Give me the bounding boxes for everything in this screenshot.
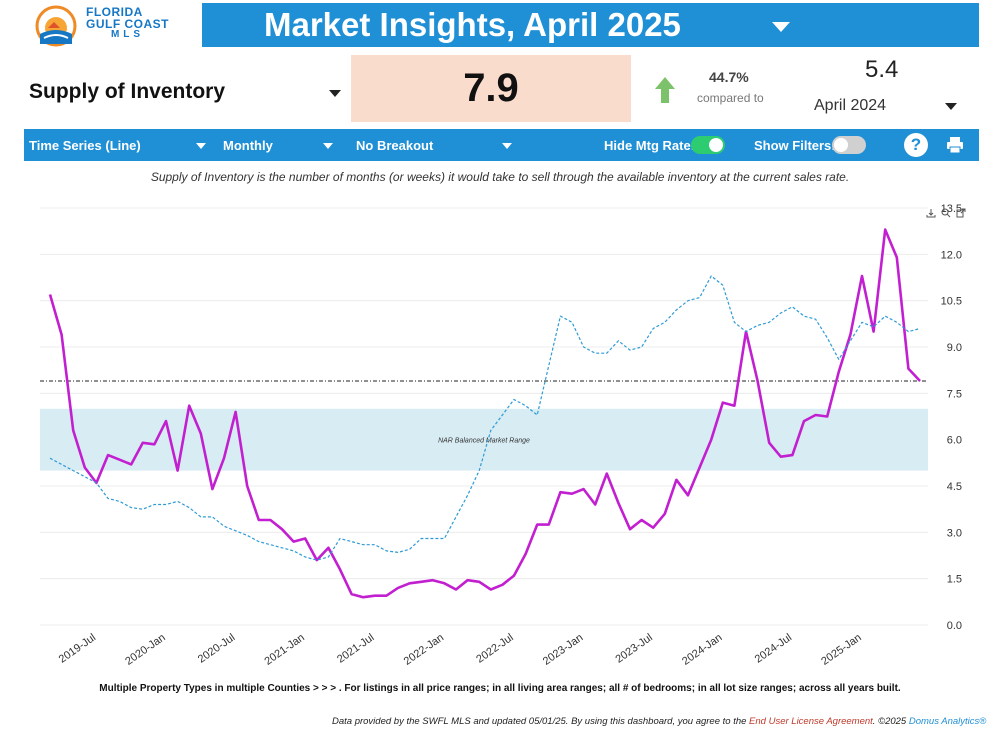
brand-logo: FLORIDA GULF COAST MLS bbox=[30, 4, 200, 48]
comparison-period-select[interactable]: April 2024 bbox=[814, 97, 957, 115]
chevron-down-icon bbox=[502, 143, 512, 149]
interval-label: Monthly bbox=[223, 138, 273, 153]
compared-to-label: compared to bbox=[697, 91, 764, 105]
metric-selector[interactable]: Supply of Inventory bbox=[29, 80, 347, 108]
y-tick-label: 7.5 bbox=[947, 388, 962, 400]
x-tick-label: 2022-Jan bbox=[402, 632, 446, 668]
title-bar: Market Insights, April 2025 bbox=[202, 3, 979, 47]
metric-label: Supply of Inventory bbox=[29, 80, 226, 103]
license-agreement-link[interactable]: End User License Agreement bbox=[749, 716, 873, 727]
zoom-icon[interactable] bbox=[941, 208, 951, 218]
x-tick-label: 2021-Jul bbox=[335, 632, 376, 666]
change-percent: 44.7% bbox=[709, 69, 749, 85]
y-tick-label: 9.0 bbox=[947, 342, 962, 354]
footer: Data provided by the SWFL MLS and update… bbox=[332, 716, 986, 727]
metric-description: Supply of Inventory is the number of mon… bbox=[150, 170, 850, 184]
x-tick-label: 2023-Jan bbox=[541, 632, 585, 668]
balanced-market-band-label: NAR Balanced Market Range bbox=[438, 438, 530, 445]
copyright-text: . ©2025 bbox=[872, 716, 909, 727]
comparison-period-label: April 2024 bbox=[814, 97, 887, 114]
x-tick-label: 2024-Jan bbox=[680, 632, 724, 668]
supply-of-inventory-chart: NAR Balanced Market Range 0.0 1.5 3.0 4.5 6.… bbox=[40, 203, 966, 668]
domus-analytics-link[interactable]: Domus Analytics® bbox=[908, 716, 987, 727]
y-tick-label: 1.5 bbox=[947, 574, 962, 586]
chart-type-select[interactable]: Time Series (Line) bbox=[29, 138, 206, 153]
chevron-down-icon bbox=[196, 143, 206, 149]
export-icon[interactable] bbox=[956, 208, 966, 218]
footer-text: Data provided by the SWFL MLS and update… bbox=[332, 716, 750, 727]
chevron-down-icon bbox=[945, 103, 957, 110]
hide-mtg-rate-toggle[interactable] bbox=[691, 136, 725, 154]
y-tick-label: 0.0 bbox=[947, 620, 962, 632]
x-tick-label: 2019-Jul bbox=[57, 632, 98, 666]
y-tick-label: 6.0 bbox=[947, 435, 962, 447]
breakout-select[interactable]: No Breakout bbox=[356, 138, 512, 153]
y-tick-label: 10.5 bbox=[941, 296, 962, 308]
show-filters-label: Show Filters: bbox=[754, 138, 836, 153]
x-tick-label: 2023-Jul bbox=[613, 632, 654, 666]
chevron-down-icon bbox=[323, 143, 333, 149]
previous-value: 5.4 bbox=[865, 56, 899, 83]
filters-footnote: Multiple Property Types in multiple Coun… bbox=[99, 683, 901, 694]
x-tick-label: 2025-Jan bbox=[819, 632, 863, 668]
metric-value: 7.9 bbox=[463, 66, 519, 110]
interval-select[interactable]: Monthly bbox=[223, 138, 333, 153]
page-title: Market Insights, April 2025 bbox=[264, 6, 681, 43]
logo-emblem-icon bbox=[35, 5, 77, 47]
breakout-label: No Breakout bbox=[356, 138, 434, 153]
show-filters-toggle[interactable] bbox=[832, 136, 866, 154]
y-tick-label: 3.0 bbox=[947, 527, 962, 539]
chart-toolbar: Time Series (Line) Monthly No Breakout H… bbox=[24, 129, 979, 161]
mortgage-rate-series-line bbox=[49, 275, 921, 561]
arrow-up-icon bbox=[655, 77, 675, 103]
question-circle-icon[interactable]: ? bbox=[904, 133, 928, 157]
printer-icon[interactable] bbox=[946, 136, 964, 154]
hide-mtg-rate-label: Hide Mtg Rate: bbox=[604, 138, 695, 153]
x-tick-label: 2020-Jan bbox=[123, 632, 167, 668]
y-tick-label: 12.0 bbox=[941, 249, 962, 261]
download-icon[interactable] bbox=[926, 209, 936, 218]
x-tick-label: 2022-Jul bbox=[474, 632, 515, 666]
x-tick-label: 2020-Jul bbox=[196, 632, 237, 666]
toggle-knob bbox=[834, 138, 848, 152]
metric-value-box: 7.9 bbox=[351, 55, 631, 122]
toggle-knob bbox=[709, 138, 723, 152]
supply-series-line bbox=[48, 228, 921, 599]
title-dropdown-chevron-icon[interactable] bbox=[772, 22, 790, 32]
x-tick-label: 2024-Jul bbox=[753, 632, 794, 666]
chart-type-label: Time Series (Line) bbox=[29, 138, 141, 153]
logo-wordmark: FLORIDA GULF COAST MLS bbox=[86, 5, 169, 40]
chevron-down-icon bbox=[329, 90, 341, 97]
x-tick-label: 2021-Jan bbox=[262, 632, 306, 668]
y-tick-label: 4.5 bbox=[947, 481, 962, 493]
